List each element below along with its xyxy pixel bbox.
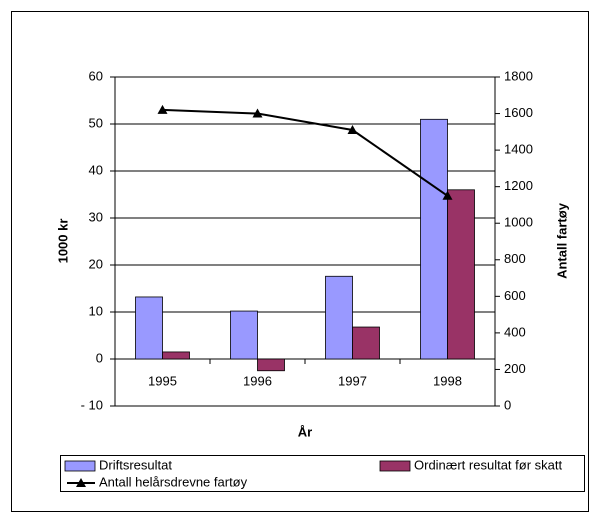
y2-tick-label: 600	[504, 288, 526, 303]
x-tick-label: 1996	[243, 373, 272, 388]
y2-tick-label: 1200	[504, 178, 533, 193]
legend-box	[60, 455, 585, 492]
y-tick-label: 50	[89, 115, 103, 130]
x-tick-label: 1995	[148, 373, 177, 388]
y2-tick-label: 0	[504, 397, 511, 412]
bar	[135, 296, 163, 360]
bar	[230, 310, 258, 360]
chart-frame	[11, 11, 589, 512]
line-marker	[252, 108, 263, 118]
bar	[447, 189, 475, 360]
y2-tick-label: 1600	[504, 105, 533, 120]
line-marker	[157, 104, 168, 114]
y2-axis-title: Antall fartøy	[554, 202, 569, 279]
line-marker	[442, 190, 453, 200]
y-tick-label: 30	[89, 209, 103, 224]
bar	[420, 118, 448, 360]
y2-tick-label: 400	[504, 324, 526, 339]
y-axis-title: 1000 kr	[55, 219, 70, 264]
y-tick-label: 40	[89, 162, 103, 177]
x-axis-title: År	[298, 424, 312, 439]
y-tick-label: 60	[89, 68, 103, 83]
y2-tick-label: 800	[504, 251, 526, 266]
bar	[325, 275, 353, 360]
y2-tick-label: 200	[504, 361, 526, 376]
y-tick-label: 20	[89, 256, 103, 271]
y-tick-label: - 10	[81, 397, 103, 412]
y2-tick-label: 1400	[504, 142, 533, 157]
y-tick-label: 0	[96, 350, 103, 365]
legend-swatch	[64, 460, 96, 472]
bar	[257, 358, 285, 372]
x-tick-label: 1997	[338, 373, 367, 388]
legend-marker	[76, 478, 86, 487]
y2-tick-label: 1800	[504, 68, 533, 83]
bar	[352, 326, 380, 360]
legend-label: Ordinært resultat før skatt	[414, 457, 562, 472]
line-marker	[347, 125, 358, 135]
line-series	[162, 108, 449, 197]
legend-label: Antall helårsdrevne fartøy	[99, 474, 248, 489]
bar	[162, 351, 190, 360]
y-tick-label: 10	[89, 303, 103, 318]
legend-label: Driftsresultat	[99, 457, 172, 472]
x-tick-label: 1998	[433, 373, 462, 388]
legend-swatch	[379, 460, 411, 472]
y2-tick-label: 1000	[504, 215, 533, 230]
